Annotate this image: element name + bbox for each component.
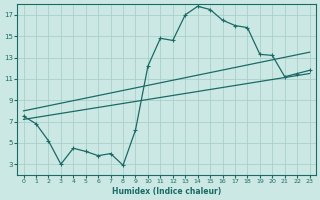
X-axis label: Humidex (Indice chaleur): Humidex (Indice chaleur) [112, 187, 221, 196]
